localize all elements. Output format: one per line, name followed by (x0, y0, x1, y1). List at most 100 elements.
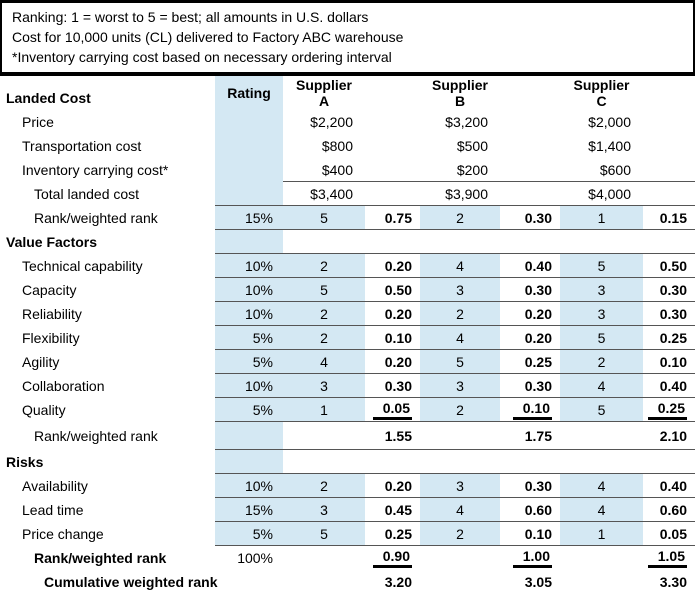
supplier-a-weighted-value: 0.20 (384, 257, 412, 274)
notes-box: Ranking: 1 = worst to 5 = best; all amou… (0, 0, 695, 76)
supplier-c-weighted-cell (643, 134, 695, 158)
supplier-a-value: 5 (283, 278, 365, 302)
rating-cell: 10% (215, 474, 283, 498)
supplier-b-weighted-cell: 0.30 (500, 278, 560, 302)
table-header-row: Landed Cost Rating Supplier A Supplier B… (0, 76, 695, 110)
row-label: Transportation cost (22, 138, 142, 154)
rating-cell: 100% (237, 550, 273, 566)
supplier-b-weighted-cell (500, 230, 560, 254)
supplier-a-weighted-cell (365, 134, 420, 158)
row-label: Risks (6, 454, 44, 470)
supplier-b-value: 4 (420, 254, 500, 278)
supplier-c-value: $600 (560, 158, 643, 182)
row-label: Total landed cost (34, 186, 140, 202)
supplier-b-weighted-cell: 3.05 (500, 570, 560, 594)
supplier-a-weighted-cell (365, 110, 420, 134)
supplier-c-weighted-value: 1.05 (647, 548, 687, 568)
rating-cell (215, 422, 283, 450)
note-cost-basis: Cost for 10,000 units (CL) delivered to … (12, 29, 404, 45)
supplier-a-header: Supplier A (295, 77, 352, 109)
supplier-a-weighted-cell: 3.20 (365, 570, 420, 594)
supplier-c-value: 3 (560, 278, 643, 302)
row-label: Lead time (22, 502, 84, 518)
supplier-c-weighted-cell: 0.15 (643, 206, 695, 230)
supplier-c-weighted-cell: 0.40 (643, 474, 695, 498)
supplier-c-weighted-cell (643, 230, 695, 254)
supplier-a-weighted-value: 0.75 (384, 209, 412, 226)
supplier-c-weighted-value: 0.60 (659, 501, 687, 518)
supplier-b-weighted-cell: 0.10 (500, 522, 560, 546)
supplier-a-value: $3,400 (283, 182, 365, 206)
supplier-b-weighted-cell (500, 450, 560, 474)
rating-cell: 15% (215, 206, 283, 230)
supplier-a-value: 3 (283, 498, 365, 522)
supplier-b-weighted-value: 0.40 (524, 257, 552, 274)
row-label: Price (22, 114, 54, 130)
supplier-a-weighted-cell: 1.55 (365, 422, 420, 450)
supplier-c-weighted-cell (643, 182, 695, 206)
row-risks-rank: Rank/weighted rank 100% 0.90 1.00 1.05 (0, 546, 695, 570)
supplier-b-weighted-value: 0.30 (524, 477, 552, 494)
supplier-c-weighted-cell: 3.30 (643, 570, 695, 594)
supplier-b-value: 2 (420, 398, 500, 422)
rating-cell: 5% (215, 522, 283, 546)
supplier-c-weighted-cell: 0.25 (643, 326, 695, 350)
supplier-c-weighted-cell: 0.60 (643, 498, 695, 522)
supplier-c-weighted-cell: 0.05 (643, 522, 695, 546)
row-reliability: Reliability 10% 2 0.20 2 0.20 3 0.30 (0, 302, 695, 326)
supplier-c-weighted-value: 2.10 (659, 427, 687, 444)
supplier-b-weighted-cell: 0.30 (500, 374, 560, 398)
row-label: Cumulative weighted rank (44, 574, 218, 590)
supplier-a-weighted-cell: 0.45 (365, 498, 420, 522)
supplier-a-weighted-value: 0.20 (384, 353, 412, 370)
supplier-a-weighted-cell: 0.20 (365, 254, 420, 278)
supplier-b-weighted-value: 0.30 (524, 209, 552, 226)
row-technical-capability: Technical capability 10% 2 0.20 4 0.40 5 0.50 (0, 254, 695, 278)
supplier-a-weighted-value: 0.90 (372, 548, 412, 568)
supplier-b-weighted-value: 0.30 (524, 377, 552, 394)
section-risks: Risks (0, 450, 695, 474)
supplier-a-weighted-cell: 0.75 (365, 206, 420, 230)
rating-cell: 5% (215, 398, 283, 422)
supplier-a-weighted-cell: 0.50 (365, 278, 420, 302)
supplier-a-weighted-cell (365, 450, 420, 474)
row-quality: Quality 5% 1 0.05 2 0.10 5 0.25 (0, 398, 695, 422)
supplier-b-weighted-value: 0.25 (524, 353, 552, 370)
supplier-c-value: 4 (560, 374, 643, 398)
landed-cost-section-label: Landed Cost (6, 90, 91, 106)
note-inventory-footnote: *Inventory carrying cost based on necess… (12, 49, 392, 65)
supplier-b-weighted-value: 0.60 (524, 501, 552, 518)
supplier-a-weighted-cell: 0.20 (365, 474, 420, 498)
spacer-cell (643, 76, 695, 110)
supplier-c-header: Supplier C (573, 77, 630, 109)
supplier-c-value: 4 (560, 474, 643, 498)
supplier-a-weighted-cell (365, 182, 420, 206)
section-value-factors: Value Factors (0, 230, 695, 254)
supplier-a-weighted-value: 0.30 (384, 377, 412, 394)
supplier-b-weighted-value: 1.00 (512, 548, 552, 568)
supplier-c-weighted-cell: 0.50 (643, 254, 695, 278)
supplier-b-weighted-cell: 0.40 (500, 254, 560, 278)
supplier-a-weighted-value: 3.20 (384, 574, 412, 590)
row-value-rank: Rank/weighted rank 1.55 1.75 2.10 (0, 422, 695, 450)
row-capacity: Capacity 10% 5 0.50 3 0.30 3 0.30 (0, 278, 695, 302)
row-total-landed-cost: Total landed cost $3,400 $3,900 $4,000 (0, 182, 695, 206)
supplier-a-weighted-value: 0.45 (384, 501, 412, 518)
row-label: Quality (22, 402, 66, 418)
row-agility: Agility 5% 4 0.20 5 0.25 2 0.10 (0, 350, 695, 374)
supplier-b-value: 3 (420, 374, 500, 398)
supplier-c-value: 4 (560, 498, 643, 522)
supplier-a-weighted-value: 0.05 (372, 400, 412, 420)
supplier-a-weighted-cell: 0.05 (365, 398, 420, 422)
rating-cell: 5% (215, 350, 283, 374)
supplier-c-value (560, 570, 643, 594)
supplier-c-weighted-cell: 0.30 (643, 278, 695, 302)
supplier-b-value (420, 422, 500, 450)
supplier-c-value: $4,000 (560, 182, 643, 206)
supplier-a-weighted-value: 0.20 (384, 305, 412, 322)
rating-cell (215, 110, 283, 134)
row-label: Rank/weighted rank (34, 210, 158, 226)
supplier-a-weighted-value: 0.20 (384, 477, 412, 494)
supplier-b-value: 2 (420, 302, 500, 326)
supplier-c-value: 2 (560, 350, 643, 374)
